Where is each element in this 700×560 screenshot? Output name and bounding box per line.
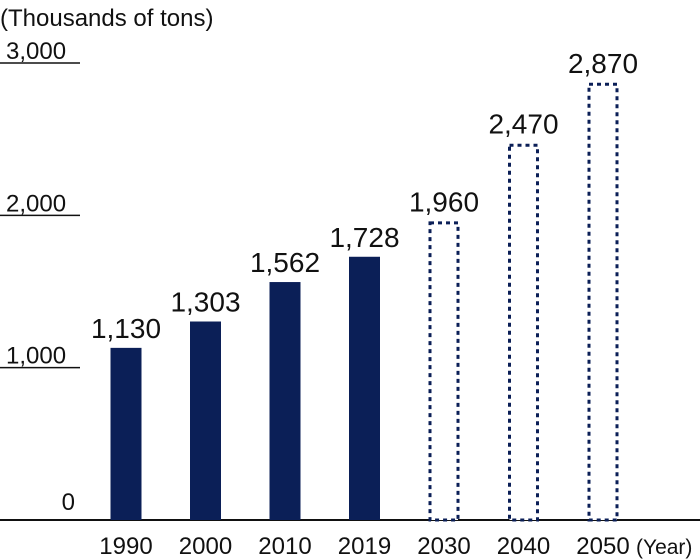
- value-label: 1,728: [329, 222, 399, 253]
- x-tick-label: 2030: [417, 533, 470, 560]
- bar-projected: [587, 82, 619, 522]
- bar-actual: [269, 282, 301, 520]
- value-label: 1,130: [91, 313, 161, 344]
- x-axis-label: (Year): [636, 536, 692, 559]
- y-tick-label: 2,000: [6, 190, 66, 217]
- value-label: 1,562: [250, 247, 320, 278]
- bar-projected: [428, 221, 460, 522]
- y-tick-label: 0: [62, 489, 75, 516]
- x-tick-label: 2040: [497, 533, 550, 560]
- x-tick-label: 1990: [99, 533, 152, 560]
- x-tick-label: 2010: [258, 533, 311, 560]
- y-axis-label: (Thousands of tons): [0, 5, 213, 32]
- value-labels: 1,130 1,303 1,562 1,728 1,960 2,470 2,870: [91, 48, 638, 344]
- y-axis: 0 1,000 2,000 3,000: [0, 38, 80, 516]
- y-tick-label: 3,000: [6, 38, 66, 65]
- bar-actual: [110, 347, 142, 520]
- value-label: 1,960: [409, 186, 479, 217]
- bar-actual: [190, 321, 221, 520]
- x-tick-label: 2000: [179, 533, 232, 560]
- x-tick-label: 2050: [576, 533, 629, 560]
- value-label: 2,870: [568, 48, 638, 79]
- y-tick-label: 1,000: [6, 343, 66, 370]
- bars: [110, 82, 619, 522]
- value-label: 2,470: [488, 109, 558, 140]
- bar-actual: [349, 256, 380, 520]
- x-tick-label: 2019: [338, 533, 391, 560]
- bar-projected: [508, 143, 539, 522]
- x-axis: 1990 2000 2010 2019 2030 2040 2050: [99, 533, 629, 560]
- value-label: 1,303: [170, 287, 240, 318]
